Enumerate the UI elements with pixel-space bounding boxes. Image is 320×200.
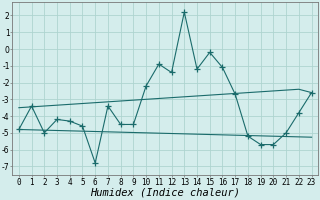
X-axis label: Humidex (Indice chaleur): Humidex (Indice chaleur) — [90, 188, 240, 198]
